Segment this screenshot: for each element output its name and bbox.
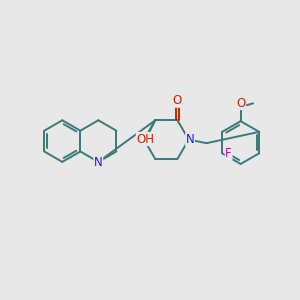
Text: N: N	[94, 156, 103, 169]
Text: F: F	[225, 147, 232, 160]
Text: O: O	[236, 97, 246, 110]
Text: O: O	[173, 94, 182, 107]
Text: OH: OH	[136, 133, 154, 146]
Text: N: N	[186, 133, 194, 146]
